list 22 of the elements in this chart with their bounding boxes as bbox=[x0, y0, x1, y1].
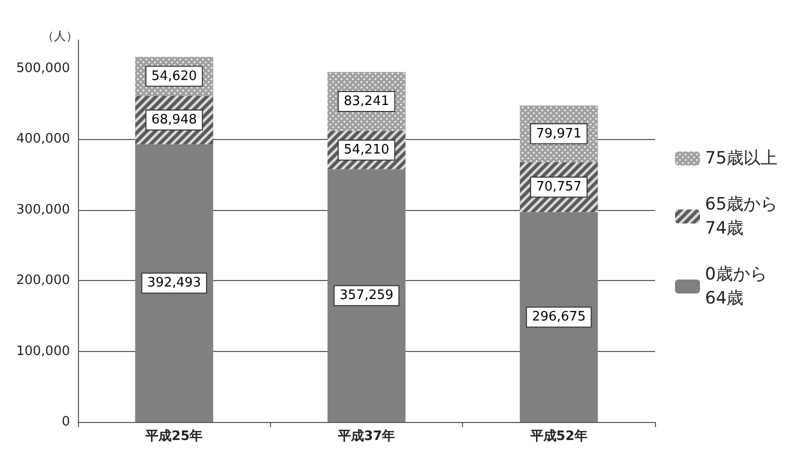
data-label: 68,948 bbox=[151, 112, 197, 128]
y-tick-label: 500,000 bbox=[16, 60, 70, 76]
legend-label: 65歳から74歳 bbox=[705, 194, 778, 238]
data-label: 392,493 bbox=[147, 276, 202, 291]
data-label: 83,241 bbox=[344, 94, 390, 109]
data-label: 54,210 bbox=[344, 142, 390, 158]
y-tick-label: 300,000 bbox=[16, 202, 70, 218]
x-tick-label: 平成52年 bbox=[529, 429, 588, 444]
data-label: 357,259 bbox=[340, 288, 394, 304]
legend-label: 75歳以上 bbox=[705, 148, 778, 168]
data-label: 79,971 bbox=[536, 126, 582, 142]
data-label: 54,620 bbox=[151, 68, 197, 84]
y-tick-label: 0 bbox=[62, 414, 70, 430]
data-label: 70,757 bbox=[536, 180, 582, 195]
data-label: 296,675 bbox=[532, 310, 586, 325]
x-tick-label: 平成37年 bbox=[336, 429, 396, 444]
legend-label: 0歳から64歳 bbox=[705, 264, 767, 308]
y-axis-title: （人） bbox=[42, 29, 78, 43]
x-tick-label: 平成25年 bbox=[144, 429, 203, 444]
y-tick-label: 400,000 bbox=[16, 132, 70, 147]
y-tick-label: 100,000 bbox=[16, 344, 70, 359]
y-tick-label: 200,000 bbox=[16, 273, 70, 288]
